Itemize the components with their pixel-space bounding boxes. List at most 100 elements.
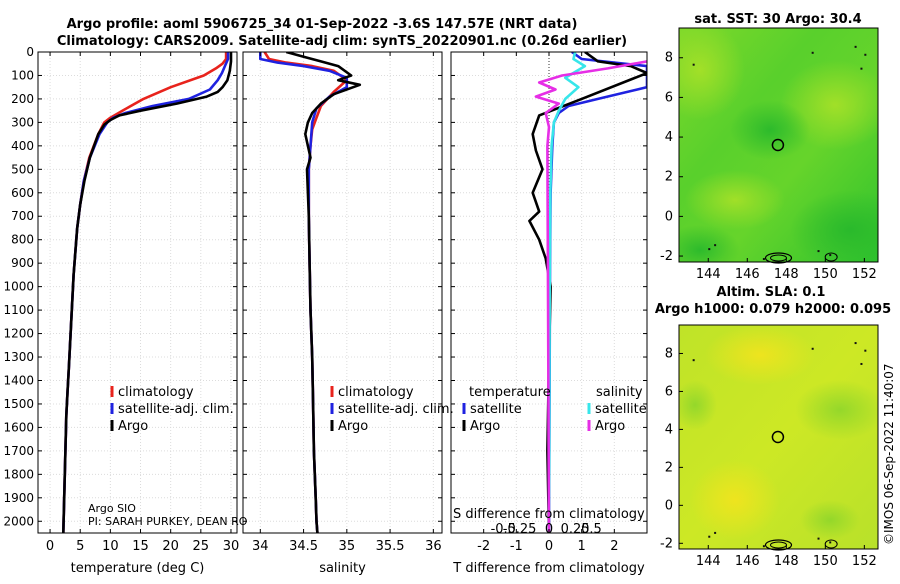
x-tick-label: 34 (252, 539, 269, 554)
sst-map (679, 28, 878, 262)
secondary-x-tick-label: -0.25 (503, 522, 537, 537)
gridlines (243, 51, 442, 533)
coastline (764, 539, 793, 551)
y-tick-label: -2 (660, 249, 673, 264)
sla-map-axes: 144 146 148 150 152 -2 0 2 4 6 8 (660, 324, 879, 569)
salinity-legend: climatology satellite-adj. clim. Argo (330, 385, 454, 434)
legend-title-temperature: temperature (469, 385, 551, 400)
y-tick-label: 500 (11, 162, 34, 176)
sst-cool-patch (790, 190, 878, 262)
coastline (770, 541, 787, 549)
y-tick-label: 1200 (3, 327, 34, 341)
x-tick-label: 36 (425, 539, 442, 554)
island-speck (692, 359, 695, 362)
difference-panel: -2 -1 0 1 2 T difference from climatology (450, 51, 648, 576)
y-tick-label: 2 (665, 170, 673, 185)
y-tick-label: 200 (11, 92, 34, 106)
coastline (764, 252, 793, 264)
series-line-salinity-satellite (547, 52, 587, 533)
x-tick-label: 5 (76, 539, 84, 554)
imos-credit: ©IMOS 06-Sep-2022 11:40:07 (882, 363, 896, 545)
x-tick-label: 2 (610, 539, 618, 554)
x-tick-label: 20 (162, 539, 179, 554)
island-speck (692, 63, 695, 66)
y-tick-label: 2000 (3, 514, 34, 528)
x-tick-label: 150 (813, 554, 838, 569)
y-tick-label: 0 (26, 45, 34, 59)
sla-high-patch (690, 460, 780, 540)
legend-label-sal-satellite: satellite (595, 402, 647, 417)
y-tick-label: 6 (665, 90, 673, 105)
y-tick-label: 1700 (3, 444, 34, 458)
y-tick-label: 4 (665, 130, 673, 145)
x-tick-label: 0 (46, 539, 54, 554)
x-tick-label: 15 (132, 539, 149, 554)
sst-map-axes: 144 146 148 150 152 -2 0 2 4 6 8 (660, 27, 879, 282)
secondary-x-tick-label: 0.25 (561, 522, 590, 537)
sst-map-title: sat. SST: 30 Argo: 30.4 (694, 12, 861, 27)
island-speck (860, 362, 863, 365)
y-tick-label: 1400 (3, 373, 34, 387)
argo-sio-annotation: Argo SIO (88, 502, 136, 515)
y-tick-label: 400 (11, 139, 34, 153)
x-tick-label: 146 (735, 267, 760, 282)
map-frame (678, 324, 879, 550)
y-tick-label: 4 (665, 422, 673, 437)
y-tick-label: 2 (665, 460, 673, 475)
y-tick-label: 0 (665, 498, 673, 513)
plot-background (38, 52, 237, 533)
y-tick-label: 1000 (3, 280, 34, 294)
legend-label-temp-argo: Argo (470, 419, 500, 434)
temperature-panel: 0 5 10 15 20 25 300100200300400500600700800900… (3, 45, 239, 576)
x-tick-label: 152 (852, 267, 877, 282)
y-tick-label: 800 (11, 233, 34, 247)
legend-label-sal-argo: Argo (595, 419, 625, 434)
secondary-x-tick-label: 0 (545, 522, 553, 537)
x-tick-label: 34.5 (289, 539, 318, 554)
x-tick-label: 30 (223, 539, 240, 554)
salinity-panel: 34 34.5 35 35.5 36 salinity (242, 51, 443, 576)
salinity-difference-axis-label: S difference from climatology (453, 507, 645, 522)
x-tick-label: 144 (696, 554, 721, 569)
series-line-salinity-argo (534, 60, 647, 533)
island-speck (714, 244, 717, 247)
island-speck (854, 342, 857, 345)
argo-float-marker (771, 430, 785, 444)
plot-frame (37, 51, 238, 534)
map-frame (678, 27, 879, 263)
coastline (824, 539, 838, 549)
legend-label-climatology: climatology (338, 385, 414, 400)
plot-background (243, 52, 442, 533)
island-speck (829, 541, 832, 544)
coastline (824, 252, 838, 262)
legend-label-satellite: satellite-adj. clim. (118, 402, 234, 417)
sla-map-title: Altim. SLA: 0.1 (717, 285, 826, 300)
x-tick-label: 148 (774, 267, 799, 282)
figure-title-line2: Climatology: CARS2009. Satellite-adj cli… (57, 34, 627, 49)
island-speck (854, 45, 857, 48)
sst-cool-patch (679, 225, 740, 262)
sla-map-subtitle: Argo h1000: 0.079 h2000: 0.095 (655, 302, 891, 317)
island-speck (817, 537, 820, 540)
y-tick-label: 1500 (3, 397, 34, 411)
y-tick-label: 300 (11, 115, 34, 129)
y-tick-label: 900 (11, 256, 34, 270)
sla-low-patch (795, 380, 878, 440)
series-group (258, 52, 362, 533)
x-tick-label: 150 (813, 267, 838, 282)
x-axis-label: salinity (319, 561, 366, 576)
x-tick-label: 35.5 (376, 539, 405, 554)
salinity-difference-tick-labels: -0.5-0.25 0 0.250.5 (491, 522, 602, 537)
y-tick-label: 6 (665, 384, 673, 399)
island-speck (864, 349, 867, 352)
x-axis-label: T difference from climatology (452, 561, 645, 576)
island-speck (762, 545, 765, 548)
y-tick-label: 8 (665, 51, 673, 66)
series-line-argo (62, 52, 233, 533)
x-tick-label: 25 (193, 539, 210, 554)
x-tick-label: 146 (735, 554, 760, 569)
x-tick-label: 0 (545, 539, 553, 554)
legend-label-argo: Argo (118, 419, 148, 434)
legend-title-salinity: salinity (596, 385, 643, 400)
